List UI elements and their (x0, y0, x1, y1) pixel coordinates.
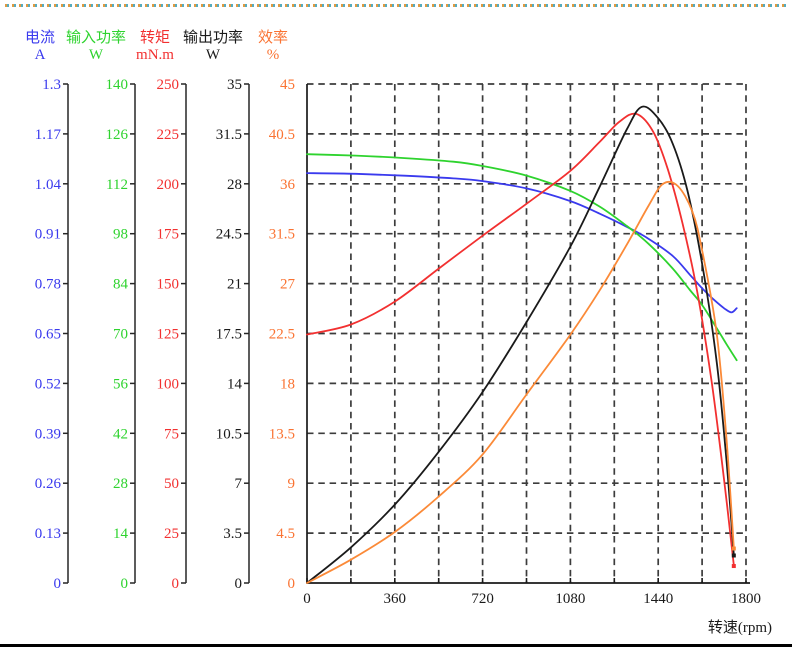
value-tick-label: 75 (164, 426, 179, 442)
curve-mN.m-转矩 (306, 112, 735, 566)
curve-A-电流 (306, 172, 738, 314)
legend-output-power-name: 输出功率 (182, 30, 243, 46)
value-tick-label: 70 (113, 327, 128, 343)
value-tick-label: 150 (157, 277, 180, 293)
value-tick-label: 14 (113, 526, 129, 542)
value-tick-label: 100 (157, 376, 180, 392)
legend-torque: 转矩 mN.m (100, 30, 210, 64)
value-tick-label: 45 (280, 77, 295, 93)
value-tick-label: 25 (164, 526, 179, 542)
value-tick-label: 31.5 (269, 227, 295, 243)
value-tick-label: 98 (113, 227, 128, 243)
curve-W-输出功率 (306, 105, 735, 584)
legend-current-unit: A (34, 47, 46, 63)
legend-output-power: 输出功率 W (158, 30, 268, 64)
value-tick-label: 0 (288, 576, 296, 592)
value-tick-label: 31.5 (216, 127, 242, 143)
legend-torque-name: 转矩 (139, 30, 170, 46)
value-tick-label: 10.5 (216, 426, 242, 442)
value-tick-label: 0.91 (35, 227, 61, 243)
legend-input-power-name: 输入功率 (65, 30, 126, 46)
legend-current: 电流 A (0, 30, 95, 64)
legend-input-power: 输入功率 W (41, 30, 151, 64)
x-tick-label: 720 (471, 591, 494, 607)
value-tick-label: 250 (157, 77, 180, 93)
value-tick-label: 24.5 (216, 227, 242, 243)
value-tick-label: 225 (157, 127, 180, 143)
x-axis-title: 转速(rpm) (708, 619, 772, 636)
value-tick-label: 7 (235, 476, 243, 492)
value-tick-label: 126 (106, 127, 129, 143)
curve-end-marker (731, 553, 736, 558)
value-tick-label: 84 (113, 277, 129, 293)
value-tick-label: 0 (54, 576, 62, 592)
curve-end-marker (731, 546, 736, 551)
value-tick-label: 17.5 (216, 327, 242, 343)
value-tick-label: 14 (227, 376, 243, 392)
x-tick-label: 1440 (643, 591, 673, 607)
value-tick-label: 1.3 (42, 77, 61, 93)
value-tick-label: 13.5 (269, 426, 295, 442)
value-tick-label: 42 (113, 426, 128, 442)
value-tick-label: 22.5 (269, 327, 295, 343)
legend-input-power-unit: W (88, 47, 104, 63)
value-tick-label: 36 (280, 177, 296, 193)
curve-W-输入功率 (306, 153, 738, 362)
value-tick-label: 56 (113, 376, 129, 392)
legend-torque-unit: mN.m (136, 47, 174, 63)
value-tick-label: 40.5 (269, 127, 295, 143)
value-tick-label: 1.17 (35, 127, 62, 143)
value-tick-label: 140 (106, 77, 129, 93)
value-tick-label: 18 (280, 376, 295, 392)
value-tick-label: 112 (106, 177, 128, 193)
value-tick-label: 200 (157, 177, 180, 193)
value-tick-label: 27 (280, 277, 296, 293)
value-tick-label: 9 (288, 476, 296, 492)
value-tick-label: 3.5 (223, 526, 242, 542)
value-tick-label: 0.13 (35, 526, 61, 542)
legend-efficiency-name: 效率 (257, 30, 288, 46)
value-tick-label: 4.5 (276, 526, 295, 542)
curve-%-效率 (306, 180, 735, 584)
value-tick-label: 0 (235, 576, 243, 592)
bottom-rule (0, 644, 792, 647)
x-tick-label: 1800 (731, 591, 761, 607)
value-tick-label: 0.26 (35, 476, 62, 492)
legend-efficiency: 效率 % (218, 30, 328, 64)
legend-current-name: 电流 (24, 30, 55, 46)
value-tick-label: 125 (157, 327, 180, 343)
x-tick-label: 0 (303, 591, 311, 607)
top-dotted-border (5, 4, 787, 7)
value-tick-label: 1.04 (35, 177, 62, 193)
value-tick-label: 21 (227, 277, 242, 293)
value-tick-label: 0 (121, 576, 129, 592)
value-tick-label: 0.52 (35, 376, 61, 392)
value-tick-label: 0 (172, 576, 180, 592)
value-tick-label: 35 (227, 77, 242, 93)
value-tick-label: 28 (113, 476, 128, 492)
x-tick-label: 360 (384, 591, 407, 607)
value-tick-label: 0.78 (35, 277, 61, 293)
value-tick-label: 0.65 (35, 327, 61, 343)
value-tick-label: 175 (157, 227, 180, 243)
legend-efficiency-unit: % (266, 47, 280, 63)
x-tick-label: 1080 (555, 591, 585, 607)
value-tick-label: 50 (164, 476, 179, 492)
value-tick-label: 0.39 (35, 426, 61, 442)
curve-end-marker (731, 564, 736, 569)
legend-output-power-unit: W (205, 47, 221, 63)
value-tick-label: 28 (227, 177, 242, 193)
